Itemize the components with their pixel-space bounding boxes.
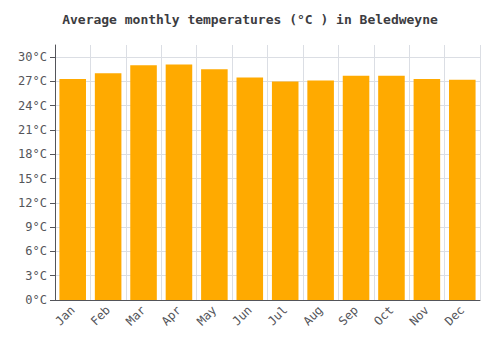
svg-text:Sep: Sep	[336, 303, 361, 328]
svg-text:21°C: 21°C	[18, 123, 47, 137]
svg-text:12°C: 12°C	[18, 196, 47, 210]
svg-text:Jun: Jun	[230, 303, 255, 328]
svg-text:Jan: Jan	[52, 303, 77, 328]
svg-text:Nov: Nov	[407, 303, 432, 328]
svg-text:May: May	[194, 303, 219, 328]
svg-text:Apr: Apr	[159, 303, 184, 328]
svg-text:Mar: Mar	[123, 303, 148, 328]
svg-text:27°C: 27°C	[18, 74, 47, 88]
svg-text:0°C: 0°C	[25, 293, 47, 307]
svg-text:3°C: 3°C	[25, 269, 47, 283]
svg-text:9°C: 9°C	[25, 220, 47, 234]
svg-text:Average monthly temperatures (: Average monthly temperatures (°C ) in Be…	[62, 12, 438, 27]
svg-text:24°C: 24°C	[18, 99, 47, 113]
svg-text:30°C: 30°C	[18, 50, 47, 64]
svg-text:Dec: Dec	[442, 303, 467, 328]
svg-text:18°C: 18°C	[18, 147, 47, 161]
svg-text:Jul: Jul	[265, 303, 290, 328]
svg-text:Oct: Oct	[371, 303, 396, 328]
svg-text:15°C: 15°C	[18, 172, 47, 186]
svg-text:Aug: Aug	[300, 303, 325, 328]
svg-text:6°C: 6°C	[25, 244, 47, 258]
svg-text:Feb: Feb	[88, 303, 113, 328]
